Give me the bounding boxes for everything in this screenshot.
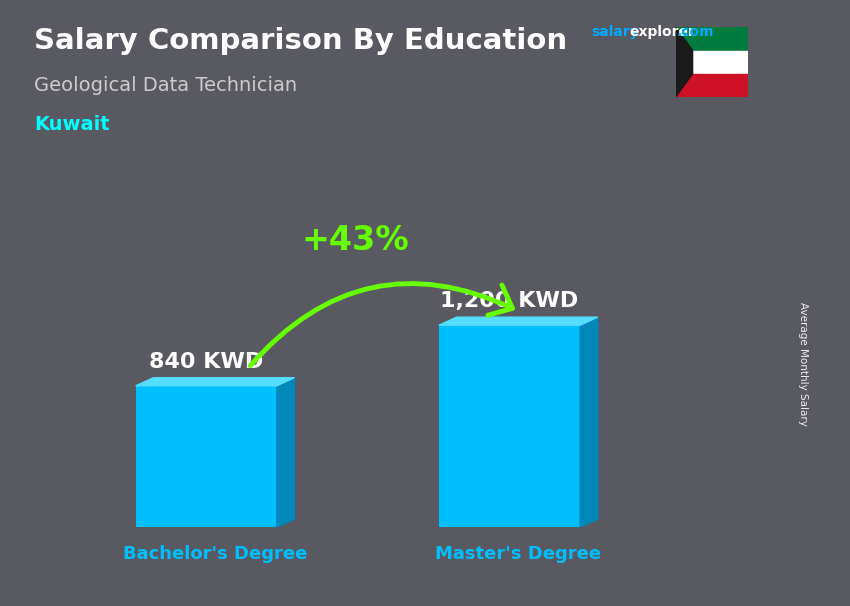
Text: +43%: +43% <box>302 224 409 257</box>
Polygon shape <box>439 317 598 325</box>
Text: salary: salary <box>591 25 638 39</box>
Text: Kuwait: Kuwait <box>34 115 110 134</box>
Text: explorer: explorer <box>629 25 694 39</box>
Polygon shape <box>676 27 693 97</box>
Text: Average Monthly Salary: Average Monthly Salary <box>798 302 808 425</box>
Text: .com: .com <box>677 25 714 39</box>
Text: 1,200 KWD: 1,200 KWD <box>440 291 579 311</box>
Bar <box>439 325 580 527</box>
Bar <box>136 386 277 527</box>
Bar <box>676 74 748 97</box>
Bar <box>676 50 748 74</box>
Text: Bachelor's Degree: Bachelor's Degree <box>123 545 307 564</box>
Polygon shape <box>580 317 598 527</box>
Text: 840 KWD: 840 KWD <box>149 351 264 371</box>
Polygon shape <box>277 378 294 527</box>
Polygon shape <box>136 378 294 386</box>
Text: Geological Data Technician: Geological Data Technician <box>34 76 298 95</box>
Bar <box>676 27 748 50</box>
Text: Salary Comparison By Education: Salary Comparison By Education <box>34 27 567 55</box>
FancyArrowPatch shape <box>251 284 513 365</box>
Text: Master's Degree: Master's Degree <box>435 545 602 564</box>
